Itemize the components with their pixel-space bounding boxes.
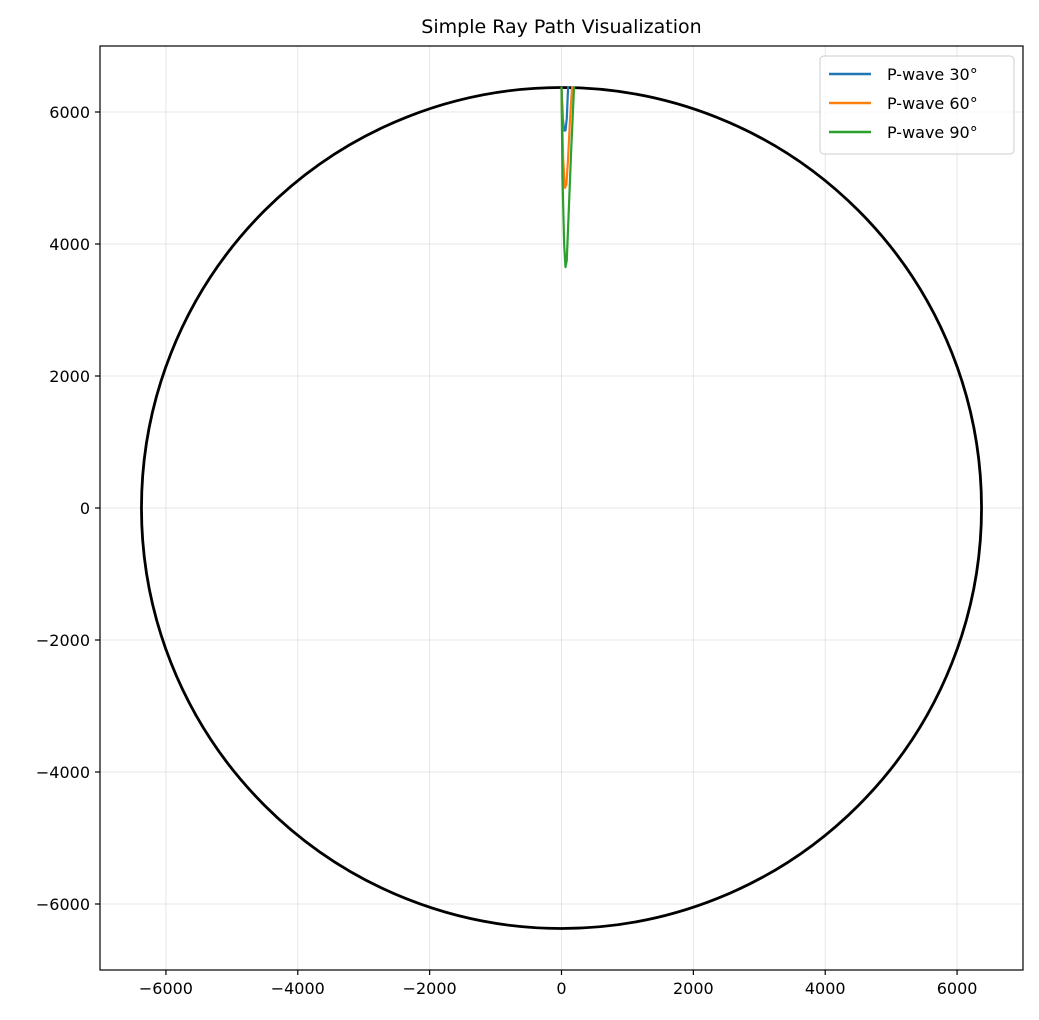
y-tick-label: 0 — [80, 499, 90, 518]
legend-box — [819, 55, 1015, 155]
x-tick-label: 6000 — [937, 979, 978, 998]
x-tick-label: 0 — [556, 979, 566, 998]
legend: P-wave 30° P-wave 60° P-wave 90° — [819, 55, 1015, 155]
y-tick-label: −2000 — [36, 631, 90, 650]
x-tick-label: −2000 — [403, 979, 457, 998]
y-tick-label: 2000 — [49, 367, 90, 386]
x-tick-label: 4000 — [805, 979, 846, 998]
x-tick-label: −6000 — [139, 979, 193, 998]
y-tick-label: −4000 — [36, 763, 90, 782]
axes-ticks: −6000 −4000 −2000 0 2000 4000 6000 −6000 −4000 −2… — [36, 103, 978, 998]
series-line-3 — [560, 86, 576, 269]
chart-title: Simple Ray Path Visualization — [421, 16, 701, 38]
y-tick-label: −6000 — [36, 895, 90, 914]
legend-label-3: P-wave 90° — [887, 123, 978, 142]
x-tick-label: 2000 — [673, 979, 714, 998]
legend-label-2: P-wave 60° — [887, 94, 978, 113]
plot-area — [140, 86, 983, 930]
y-tick-label: 4000 — [49, 235, 90, 254]
grid — [100, 46, 1023, 970]
x-tick-label: −4000 — [271, 979, 325, 998]
legend-label-1: P-wave 30° — [887, 65, 978, 84]
y-tick-label: 6000 — [49, 103, 90, 122]
